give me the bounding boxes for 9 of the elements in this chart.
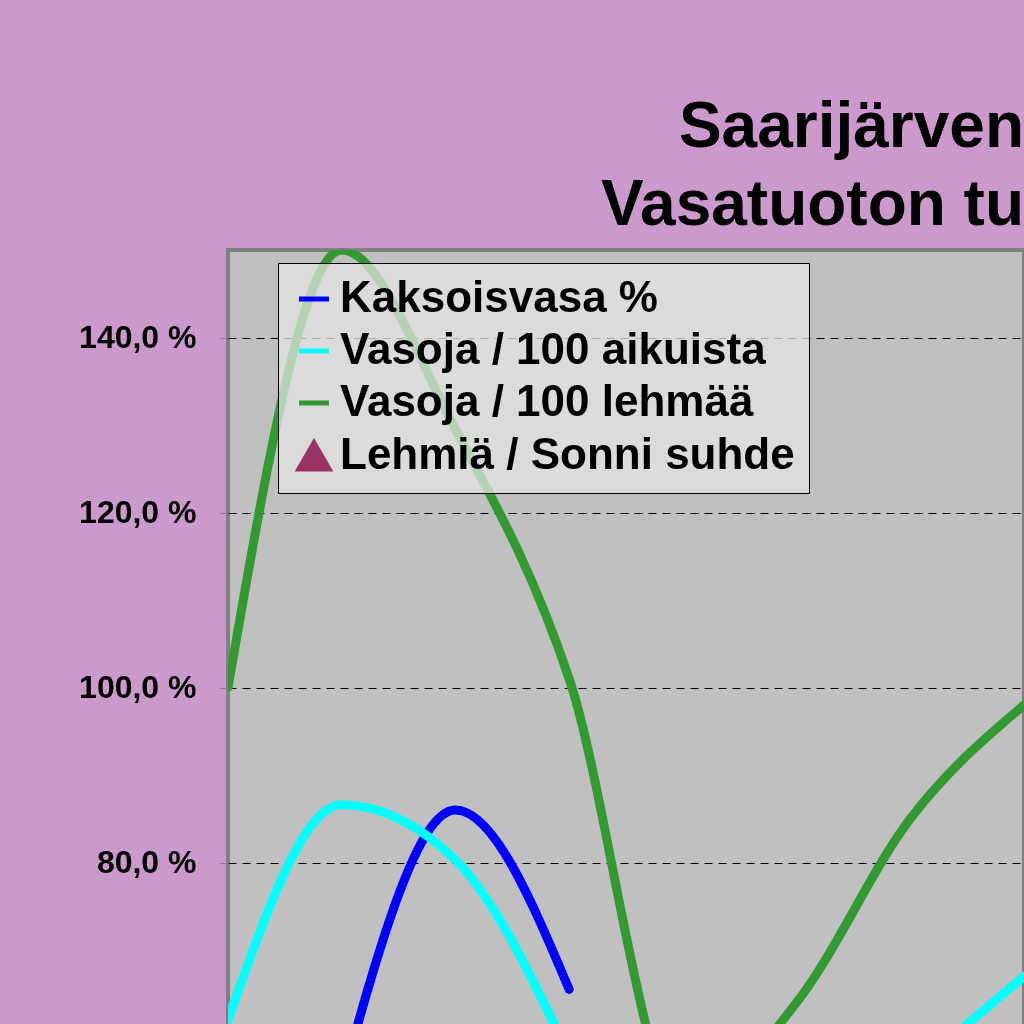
- legend-label: Vasoja / 100 lehmää: [340, 376, 754, 425]
- legend-label: Kaksoisvasa %: [340, 272, 658, 321]
- y-tick-label: 100,0 %: [79, 669, 197, 705]
- y-tick-label: 80,0 %: [96, 844, 197, 880]
- y-tick-label: 140,0 %: [79, 319, 197, 355]
- legend-label: Lehmiä / Sonni suhde: [340, 429, 795, 478]
- legend-label: Vasoja / 100 aikuista: [340, 324, 767, 373]
- y-tick-label: 120,0 %: [79, 494, 197, 530]
- chart-title: Saarijärven Vasatuoton tu: [600, 89, 1024, 239]
